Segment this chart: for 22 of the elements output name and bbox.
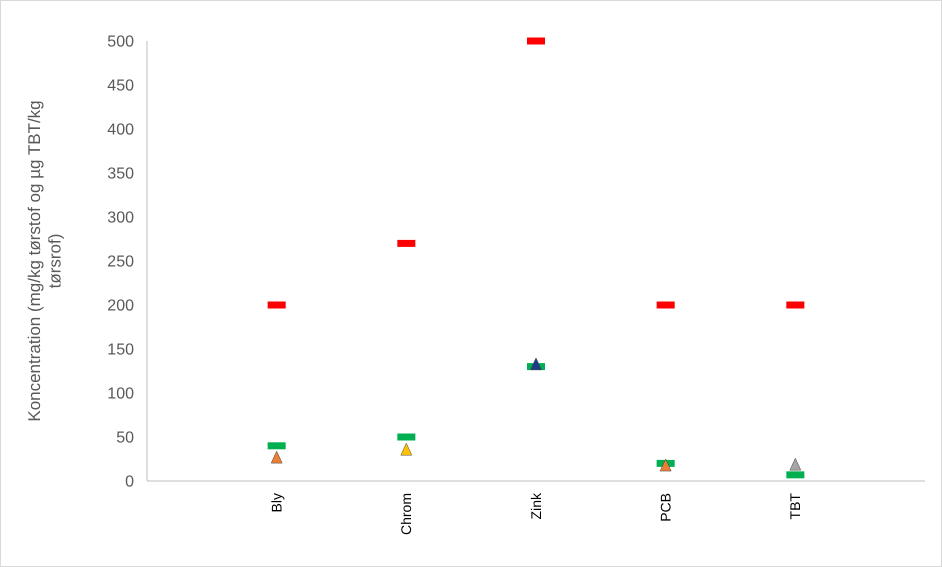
y-axis-title: Koncentration (mg/kg tørstof og µg TBT/kg tørsrof) [25, 100, 64, 422]
x-tick-label: Chrom [398, 493, 414, 536]
y-tick-label: 0 [125, 474, 134, 491]
point [530, 358, 542, 370]
x-tick-label: TBT [787, 492, 804, 520]
y-tick-label: 200 [107, 298, 134, 315]
point [660, 458, 672, 472]
y-tick-label: 150 [107, 342, 134, 359]
x-tick-label: PCB [658, 493, 674, 522]
y-tick-label: 50 [116, 430, 134, 447]
y-tick-label: 350 [107, 166, 134, 183]
y-tick-label: 400 [107, 122, 134, 139]
y-tick-label: 300 [107, 210, 134, 227]
y-tick-label: 450 [107, 78, 134, 95]
y-tick-label: 100 [107, 386, 134, 403]
x-tick-label: Zink [528, 492, 544, 520]
y-tick-label: 500 [107, 34, 134, 51]
y-tick-label: 250 [107, 254, 134, 271]
point [790, 458, 802, 470]
point [270, 450, 282, 464]
x-tick-label: Bly [268, 493, 285, 512]
point [400, 442, 412, 456]
